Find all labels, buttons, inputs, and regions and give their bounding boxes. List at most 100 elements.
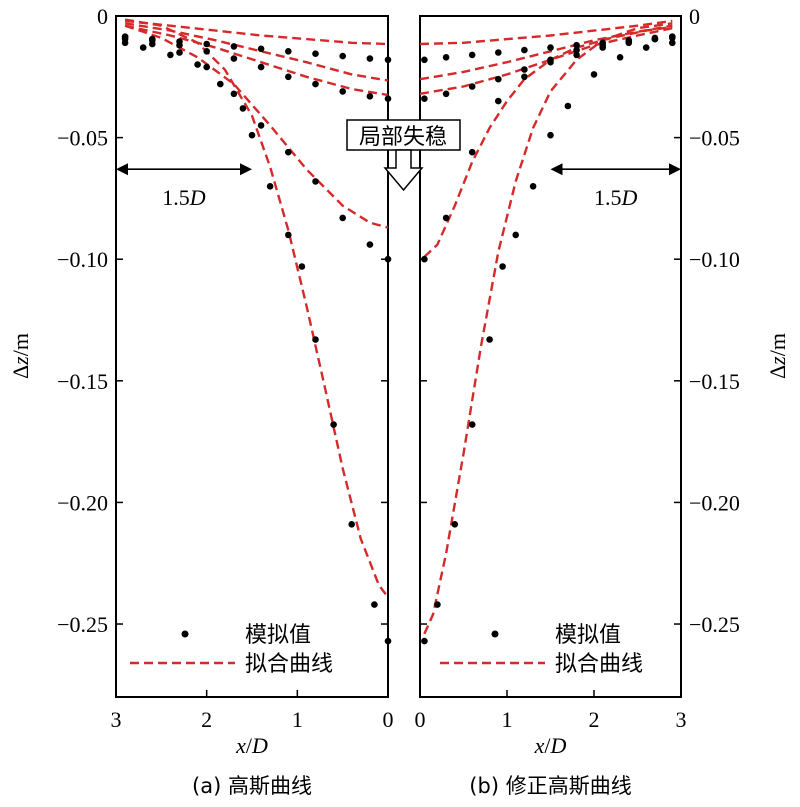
legend-fit-label: 拟合曲线 xyxy=(555,652,643,677)
data-point xyxy=(371,601,378,608)
plot-frame xyxy=(419,15,682,698)
y-axis-label: Δz/m xyxy=(8,333,33,379)
data-point xyxy=(384,56,392,64)
data-point xyxy=(230,55,238,62)
data-point xyxy=(348,521,356,528)
data-point xyxy=(521,73,528,81)
data-point xyxy=(669,34,676,42)
data-point xyxy=(442,54,450,61)
y-tick-label: −0.10 xyxy=(57,247,108,272)
data-point xyxy=(285,73,292,81)
data-point xyxy=(239,105,247,112)
data-point xyxy=(573,41,580,49)
data-point xyxy=(203,63,210,71)
data-point xyxy=(257,45,265,53)
data-point xyxy=(285,231,292,239)
data-point xyxy=(521,66,528,73)
data-point xyxy=(564,102,572,110)
x-tick-label: 2 xyxy=(589,707,600,732)
data-point xyxy=(521,46,528,54)
data-point xyxy=(495,75,502,83)
data-point xyxy=(330,421,337,428)
x-tick-label: 3 xyxy=(111,707,122,732)
x-tick-label: 1 xyxy=(502,707,513,732)
panel-caption: (b) 修正高斯曲线 xyxy=(469,774,631,798)
fit-curve xyxy=(423,25,673,258)
y-tick-labels-b: 0 −0.05 −0.10 −0.15 −0.20 −0.25 xyxy=(689,4,740,637)
x-tick-label: 0 xyxy=(415,707,426,732)
y-tick-label: −0.20 xyxy=(689,490,740,515)
data-point xyxy=(421,56,428,64)
data-point xyxy=(149,40,156,48)
y-axis-label: Δz/m xyxy=(765,333,790,379)
data-point xyxy=(257,63,265,71)
annotation-label: 局部失稳 xyxy=(359,125,447,150)
dimension-arrowhead xyxy=(116,163,128,176)
data-point xyxy=(529,183,537,190)
x-tick-label: 1 xyxy=(292,707,303,732)
data-point xyxy=(366,241,374,248)
fit-curve xyxy=(124,24,389,229)
data-point xyxy=(442,214,450,222)
legend-point-marker xyxy=(181,630,189,638)
data-point xyxy=(421,95,428,102)
data-point xyxy=(298,263,306,270)
legend-points-label: 模拟值 xyxy=(555,623,621,648)
annotation-box xyxy=(346,119,461,151)
data-point xyxy=(366,93,374,100)
plot-frame xyxy=(115,15,389,698)
data-point xyxy=(442,90,450,98)
data-point xyxy=(257,122,265,129)
dimension-arrowhead xyxy=(240,163,252,176)
data-point xyxy=(203,40,210,48)
data-point xyxy=(194,61,201,68)
data-point xyxy=(248,131,256,139)
data-point xyxy=(176,49,183,56)
legend-fit-label: 拟合曲线 xyxy=(245,652,333,677)
data-point xyxy=(167,51,174,59)
data-point xyxy=(495,97,502,105)
data-point xyxy=(339,52,347,60)
data-point xyxy=(285,48,292,55)
x-tick-label: 2 xyxy=(201,707,212,732)
data-point xyxy=(512,231,519,239)
y-tick-label: 0 xyxy=(689,4,700,29)
legend-points-label: 模拟值 xyxy=(245,623,311,648)
data-point xyxy=(139,44,147,51)
data-point xyxy=(121,39,129,47)
data-point xyxy=(468,83,476,90)
data-point xyxy=(176,41,183,49)
y-tick-label: −0.05 xyxy=(57,126,108,151)
y-tick-label: −0.25 xyxy=(57,612,108,637)
y-tick-label: 0 xyxy=(97,4,108,29)
data-point xyxy=(642,44,650,51)
fit-curve xyxy=(419,24,673,81)
y-tick-label: −0.20 xyxy=(57,490,108,515)
data-point xyxy=(616,54,624,61)
hollow-down-arrow-icon xyxy=(383,149,424,192)
data-point xyxy=(468,51,476,59)
data-point xyxy=(266,183,274,190)
fit-curve xyxy=(419,19,673,46)
y-tick-label: −0.25 xyxy=(689,612,740,637)
data-point xyxy=(669,39,676,47)
data-point xyxy=(573,46,580,54)
data-point xyxy=(421,255,428,263)
data-point xyxy=(339,214,347,222)
data-point xyxy=(547,56,554,64)
annotation: 局部失稳 xyxy=(346,119,461,192)
data-point xyxy=(421,637,428,645)
data-point xyxy=(230,90,238,98)
data-point xyxy=(468,148,476,156)
data-point xyxy=(312,336,319,343)
data-point xyxy=(312,178,319,185)
x-axis-label: x/D xyxy=(534,733,567,758)
data-point xyxy=(625,38,633,45)
data-point xyxy=(451,521,459,528)
data-point xyxy=(339,88,347,95)
x-tick-label: 3 xyxy=(676,707,687,732)
data-point xyxy=(468,421,476,428)
fit-curve xyxy=(419,27,673,95)
